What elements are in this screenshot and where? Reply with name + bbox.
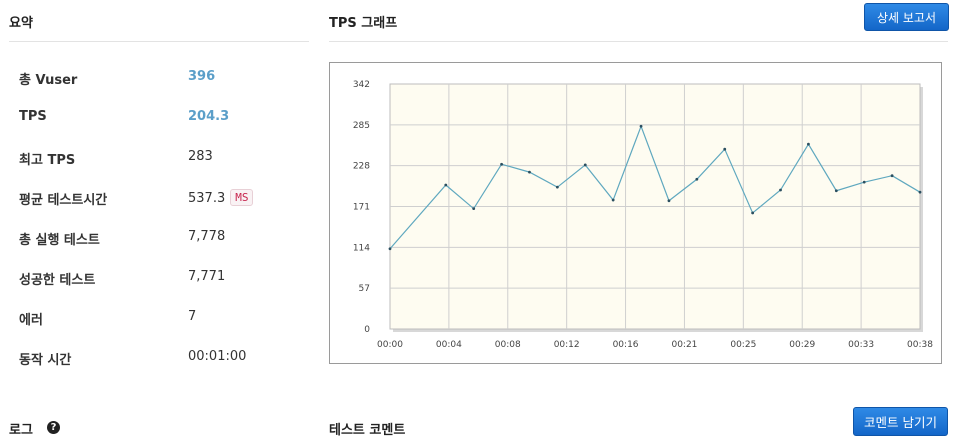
x-tick-label: 00:25 <box>730 340 756 350</box>
y-tick-label: 228 <box>353 162 370 172</box>
tps-data-point <box>723 147 727 151</box>
summary-divider <box>9 41 309 42</box>
tps-data-point <box>528 170 531 174</box>
tps-data-point <box>611 198 615 202</box>
detail-report-button[interactable]: 상세 보고서 <box>864 3 950 31</box>
stat-value-total-tests: 7,778 <box>188 229 226 244</box>
tps-data-point <box>639 124 643 128</box>
tps-data-point <box>779 188 782 192</box>
x-tick-label: 00:12 <box>554 340 580 350</box>
stat-label-successful-tests: 성공한 테스트 <box>19 273 96 288</box>
tps-data-point <box>807 142 810 146</box>
tps-data-point <box>890 174 894 178</box>
stat-label-total-tests: 총 실행 테스트 <box>19 233 100 248</box>
test-comment-title: 테스트 코멘트 <box>329 423 406 438</box>
tps-data-point <box>862 180 866 184</box>
x-tick-label: 00:04 <box>436 340 462 350</box>
stat-label-run-time: 동작 시간 <box>19 353 72 368</box>
tps-graph-title: TPS 그래프 <box>329 16 398 31</box>
tps-chart: 0 57 114 171 228 285 342 00:00 00:04 00:08 00:12 00… <box>329 62 942 364</box>
y-tick-label: 57 <box>359 284 370 294</box>
log-title: 로그 <box>9 423 33 438</box>
stat-value-successful-tests: 7,771 <box>188 269 226 284</box>
tps-data-point <box>444 183 448 187</box>
tps-data-point <box>388 247 392 251</box>
stat-value-total-vuser: 396 <box>188 69 216 84</box>
x-tick-label: 00:00 <box>377 340 403 350</box>
unit-badge: MS <box>230 189 254 206</box>
stat-label-tps: TPS <box>19 109 47 124</box>
tps-data-point <box>583 163 587 167</box>
tps-graph-divider <box>329 41 948 42</box>
tps-data-point <box>472 207 476 211</box>
x-tick-label: 00:33 <box>848 340 874 350</box>
help-icon[interactable]: ? <box>47 421 60 434</box>
stat-value-errors: 7 <box>188 309 197 324</box>
stat-label-peak-tps: 최고 TPS <box>19 153 76 168</box>
tps-data-point <box>751 211 755 215</box>
stat-value-mean-test-time: 537.3 <box>188 191 226 206</box>
tps-data-point <box>500 162 503 166</box>
stat-mean-test-time: 537.3 MS <box>188 189 254 206</box>
stat-value-run-time: 00:01:00 <box>188 349 247 364</box>
tps-data-point <box>667 199 671 203</box>
summary-title: 요약 <box>9 16 33 31</box>
x-tick-label: 00:38 <box>907 340 933 350</box>
stat-value-tps: 204.3 <box>188 109 230 124</box>
tps-data-point <box>555 185 559 189</box>
stat-label-mean-test-time: 평균 테스트시간 <box>19 193 108 208</box>
x-tick-label: 00:16 <box>613 340 639 350</box>
leave-comment-button[interactable]: 코멘트 남기기 <box>853 407 948 436</box>
stat-label-errors: 에러 <box>19 313 43 328</box>
y-tick-label: 114 <box>353 243 370 253</box>
tps-chart-svg: 0 57 114 171 228 285 342 00:00 00:04 00:08 00:12 00… <box>353 80 933 350</box>
x-tick-label: 00:29 <box>789 340 815 350</box>
tps-data-point <box>695 177 699 181</box>
y-tick-label: 285 <box>353 121 370 131</box>
x-tick-label: 00:08 <box>495 340 521 350</box>
tps-data-point <box>834 189 838 193</box>
stat-label-total-vuser: 총 Vuser <box>19 73 78 88</box>
stat-value-peak-tps: 283 <box>188 149 213 164</box>
y-tick-label: 342 <box>353 80 370 90</box>
y-tick-label: 0 <box>364 325 370 335</box>
tps-data-point <box>918 190 922 194</box>
y-tick-label: 171 <box>353 203 370 213</box>
x-tick-label: 00:21 <box>671 340 697 350</box>
